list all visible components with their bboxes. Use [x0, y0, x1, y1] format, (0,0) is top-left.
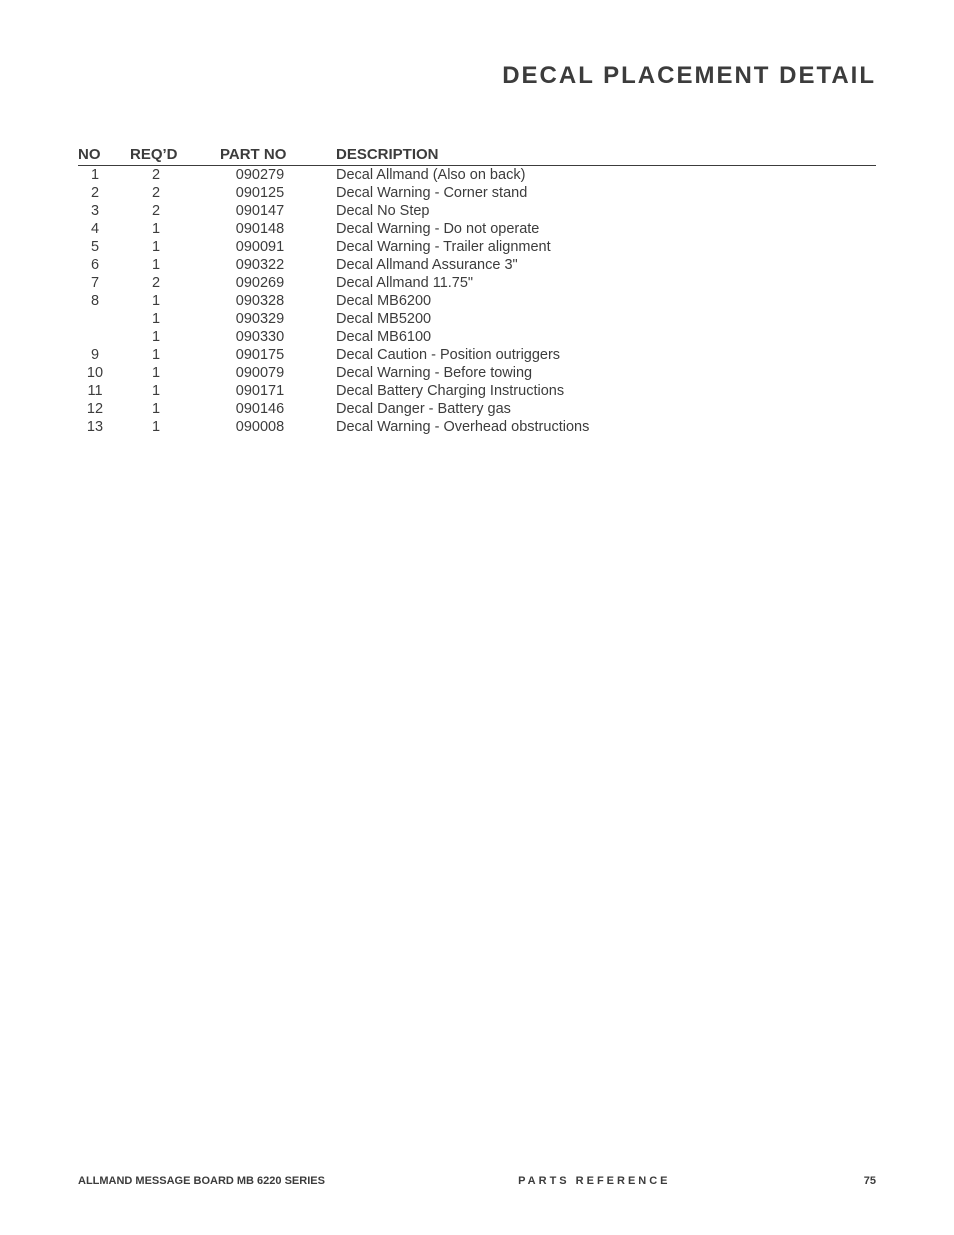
cell-desc: Decal Allmand 11.75"	[330, 274, 876, 292]
table-row: 1090329Decal MB5200	[78, 310, 876, 328]
cell-reqd: 2	[130, 166, 220, 185]
cell-part: 090328	[220, 292, 330, 310]
cell-no: 9	[78, 346, 130, 364]
cell-reqd: 1	[130, 310, 220, 328]
cell-desc: Decal No Step	[330, 202, 876, 220]
cell-desc: Decal Caution - Position outriggers	[330, 346, 876, 364]
cell-reqd: 1	[130, 220, 220, 238]
footer-left: ALLMAND MESSAGE BOARD MB 6220 SERIES	[78, 1175, 325, 1187]
cell-reqd: 1	[130, 364, 220, 382]
cell-part: 090329	[220, 310, 330, 328]
cell-no: 5	[78, 238, 130, 256]
cell-desc: Decal Warning - Overhead obstructions	[330, 418, 876, 436]
cell-no	[78, 310, 130, 328]
cell-no: 4	[78, 220, 130, 238]
cell-desc: Decal Warning - Do not operate	[330, 220, 876, 238]
table-header-row: NO REQ’D PART NO DESCRIPTION	[78, 146, 876, 166]
cell-no: 3	[78, 202, 130, 220]
table-row: 81090328Decal MB6200	[78, 292, 876, 310]
col-header-desc: DESCRIPTION	[330, 146, 876, 166]
cell-desc: Decal Allmand (Also on back)	[330, 166, 876, 185]
cell-part: 090147	[220, 202, 330, 220]
cell-desc: Decal MB6200	[330, 292, 876, 310]
cell-reqd: 2	[130, 274, 220, 292]
cell-no: 2	[78, 184, 130, 202]
cell-no: 1	[78, 166, 130, 185]
table-row: 12090279Decal Allmand (Also on back)	[78, 166, 876, 185]
table-row: 32090147Decal No Step	[78, 202, 876, 220]
cell-no	[78, 328, 130, 346]
table-row: 41090148Decal Warning - Do not operate	[78, 220, 876, 238]
cell-no: 12	[78, 400, 130, 418]
cell-part: 090148	[220, 220, 330, 238]
footer-center: PARTS REFERENCE	[518, 1175, 670, 1187]
cell-reqd: 1	[130, 292, 220, 310]
page-title: DECAL PLACEMENT DETAIL	[78, 62, 876, 90]
cell-no: 13	[78, 418, 130, 436]
cell-reqd: 1	[130, 238, 220, 256]
cell-reqd: 1	[130, 346, 220, 364]
cell-desc: Decal Battery Charging Instructions	[330, 382, 876, 400]
cell-part: 090279	[220, 166, 330, 185]
cell-part: 090171	[220, 382, 330, 400]
table-row: 91090175Decal Caution - Position outrigg…	[78, 346, 876, 364]
cell-part: 090125	[220, 184, 330, 202]
cell-part: 090146	[220, 400, 330, 418]
table-row: 61090322Decal Allmand Assurance 3"	[78, 256, 876, 274]
cell-desc: Decal Danger - Battery gas	[330, 400, 876, 418]
cell-desc: Decal Warning - Corner stand	[330, 184, 876, 202]
table-row: 131090008Decal Warning - Overhead obstru…	[78, 418, 876, 436]
table-row: 1090330Decal MB6100	[78, 328, 876, 346]
table-row: 121090146Decal Danger - Battery gas	[78, 400, 876, 418]
cell-part: 090175	[220, 346, 330, 364]
cell-reqd: 1	[130, 400, 220, 418]
cell-reqd: 2	[130, 184, 220, 202]
cell-part: 090008	[220, 418, 330, 436]
cell-desc: Decal MB6100	[330, 328, 876, 346]
col-header-part: PART NO	[220, 146, 330, 166]
cell-no: 11	[78, 382, 130, 400]
cell-desc: Decal Warning - Before towing	[330, 364, 876, 382]
cell-desc: Decal Warning - Trailer alignment	[330, 238, 876, 256]
cell-part: 090330	[220, 328, 330, 346]
cell-no: 7	[78, 274, 130, 292]
cell-desc: Decal Allmand Assurance 3"	[330, 256, 876, 274]
footer-right: 75	[864, 1175, 876, 1187]
page-footer: ALLMAND MESSAGE BOARD MB 6220 SERIES PAR…	[78, 1175, 876, 1187]
cell-reqd: 1	[130, 328, 220, 346]
cell-no: 8	[78, 292, 130, 310]
cell-no: 6	[78, 256, 130, 274]
table-row: 101090079Decal Warning - Before towing	[78, 364, 876, 382]
cell-part: 090322	[220, 256, 330, 274]
cell-reqd: 1	[130, 382, 220, 400]
cell-part: 090079	[220, 364, 330, 382]
cell-desc: Decal MB5200	[330, 310, 876, 328]
col-header-reqd: REQ’D	[130, 146, 220, 166]
cell-part: 090269	[220, 274, 330, 292]
cell-reqd: 1	[130, 256, 220, 274]
table-row: 22090125Decal Warning - Corner stand	[78, 184, 876, 202]
table-row: 72090269Decal Allmand 11.75"	[78, 274, 876, 292]
cell-reqd: 2	[130, 202, 220, 220]
page: DECAL PLACEMENT DETAIL NO REQ’D PART NO …	[0, 0, 954, 1235]
col-header-no: NO	[78, 146, 130, 166]
table-row: 51090091Decal Warning - Trailer alignmen…	[78, 238, 876, 256]
parts-table: NO REQ’D PART NO DESCRIPTION 12090279Dec…	[78, 146, 876, 436]
cell-no: 10	[78, 364, 130, 382]
cell-part: 090091	[220, 238, 330, 256]
table-row: 111090171Decal Battery Charging Instruct…	[78, 382, 876, 400]
cell-reqd: 1	[130, 418, 220, 436]
